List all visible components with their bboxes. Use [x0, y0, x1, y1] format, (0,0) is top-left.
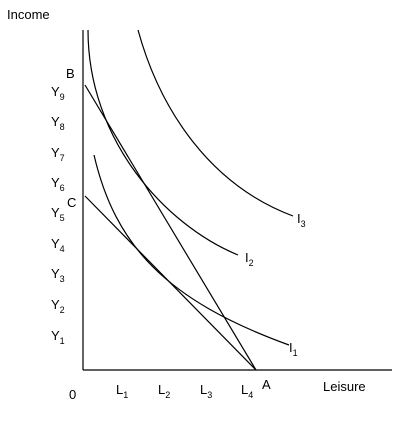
y-tick-label-2: Y2: [51, 297, 65, 315]
y-tick-label-5: Y5: [51, 205, 65, 223]
indifference-curve-i3: [137, 29, 294, 217]
point-label-c: C: [67, 195, 76, 210]
point-label-b: B: [66, 66, 75, 81]
y-tick-label-4: Y4: [51, 236, 65, 254]
indifference-curve-i2: [87, 29, 239, 256]
x-axis-label: Leisure: [323, 379, 366, 394]
y-tick-label-9: Y9: [51, 84, 65, 102]
x-tick-label-2: L2: [158, 382, 170, 400]
indifference-curve-i1: [93, 154, 290, 346]
y-tick-label-6: Y6: [51, 175, 65, 193]
y-tick-label-3: Y3: [51, 266, 65, 284]
y-axis-label: Income: [7, 7, 50, 22]
y-tick-label-7: Y7: [51, 145, 65, 163]
curve-label-i1: I1: [289, 340, 298, 358]
curve-label-i3: I3: [297, 211, 306, 229]
x-tick-label-4: L4: [241, 382, 253, 400]
budget-line-ba: [84, 84, 257, 371]
y-tick-label-8: Y8: [51, 114, 65, 132]
x-tick-label-1: L1: [116, 382, 128, 400]
curve-label-i2: I2: [245, 250, 254, 268]
x-tick-label-3: L3: [200, 382, 212, 400]
origin-label: 0: [69, 387, 76, 402]
point-label-a: A: [262, 377, 271, 392]
y-tick-label-1: Y1: [51, 328, 65, 346]
